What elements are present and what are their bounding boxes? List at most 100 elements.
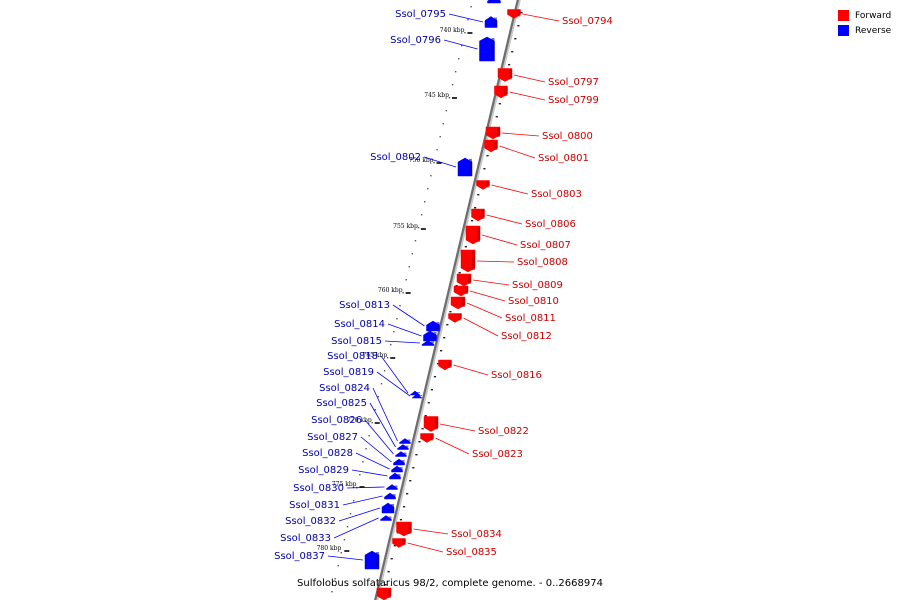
label-leader <box>384 340 421 344</box>
label-leader <box>333 517 379 539</box>
gene-label-ssol-0818[interactable]: Ssol_0818 <box>327 351 378 362</box>
gene-ssol-0794[interactable] <box>507 9 521 19</box>
gene-label-ssol-0819[interactable]: Ssol_0819 <box>323 367 374 378</box>
tick-label: 775 kbp <box>332 481 357 488</box>
gene-ssol-0835[interactable] <box>392 538 406 548</box>
gene-label-ssol-0830[interactable]: Ssol_0830 <box>293 483 344 494</box>
gene-ssol-0815[interactable] <box>421 340 435 346</box>
label-leader <box>338 507 381 522</box>
gene-label-ssol-0800[interactable]: Ssol_0800 <box>542 131 593 142</box>
gene-ssol-0809[interactable] <box>456 273 472 287</box>
tick-label: 765 kbp <box>363 352 388 359</box>
gene-label-ssol-0822[interactable]: Ssol_0822 <box>478 426 529 437</box>
gene-ssol-0825[interactable] <box>397 444 409 450</box>
gene-label-ssol-0832[interactable]: Ssol_0832 <box>285 516 336 527</box>
gene-edge-gene[interactable] <box>376 587 392 600</box>
gene-label-ssol-0823[interactable]: Ssol_0823 <box>472 449 523 460</box>
gene-label-ssol-0807[interactable]: Ssol_0807 <box>520 240 571 251</box>
gene-ssol-0829[interactable] <box>389 472 401 480</box>
label-leader <box>443 39 478 50</box>
gene-label-ssol-0812[interactable]: Ssol_0812 <box>501 331 552 342</box>
gene-label-ssol-0815[interactable]: Ssol_0815 <box>331 336 382 347</box>
gene-ssol-0813[interactable] <box>426 320 440 332</box>
gene-ssol-0819[interactable] <box>411 393 423 399</box>
label-leader <box>423 156 457 168</box>
tick-label: 745 kbp <box>424 92 449 99</box>
gene-label-ssol-0806[interactable]: Ssol_0806 <box>525 219 576 230</box>
gene-ssol-0803[interactable] <box>476 180 490 190</box>
gene-label-ssol-0796[interactable]: Ssol_0796 <box>390 35 441 46</box>
label-leader <box>448 13 484 23</box>
gene-label-ssol-0835[interactable]: Ssol_0835 <box>446 547 497 558</box>
gene-ssol-0801[interactable] <box>484 139 498 153</box>
gene-label-ssol-0829[interactable]: Ssol_0829 <box>298 465 349 476</box>
gene-ssol-0824[interactable] <box>399 438 411 444</box>
label-leader <box>522 13 560 22</box>
label-leader <box>327 555 364 561</box>
gene-label-ssol-0809[interactable]: Ssol_0809 <box>512 280 563 291</box>
gene-label-ssol-0814[interactable]: Ssol_0814 <box>334 319 385 330</box>
gene-ssol-0830[interactable] <box>386 484 398 490</box>
gene-label-ssol-0810[interactable]: Ssol_0810 <box>508 296 559 307</box>
label-leader <box>360 436 392 463</box>
gene-ssol-0828[interactable] <box>391 465 403 473</box>
gene-label-ssol-0828[interactable]: Ssol_0828 <box>302 448 353 459</box>
gene-ssol-0807[interactable] <box>465 225 481 245</box>
gene-ssol-0837[interactable] <box>364 550 380 570</box>
gene-label-ssol-0831[interactable]: Ssol_0831 <box>289 500 340 511</box>
gene-ssol-0827[interactable] <box>393 458 405 466</box>
gene-ssol-0799[interactable] <box>494 85 508 99</box>
tick-label: 755 kbp <box>393 223 418 230</box>
gene-ssol-0797[interactable] <box>497 68 513 82</box>
label-leader <box>369 402 396 448</box>
gene-label-ssol-0802[interactable]: Ssol_0802 <box>370 152 421 163</box>
gene-label-ssol-0837[interactable]: Ssol_0837 <box>274 551 325 562</box>
gene-label-ssol-0826[interactable]: Ssol_0826 <box>311 415 362 426</box>
gene-ssol-0806[interactable] <box>471 208 485 222</box>
forward-label: Forward <box>855 10 892 21</box>
legend: Forward Reverse <box>838 8 891 38</box>
gene-ssol-0811[interactable] <box>450 296 466 310</box>
label-leader <box>387 323 422 337</box>
gene-edge-gene-top[interactable] <box>487 0 501 4</box>
gene-ssol-0818[interactable] <box>409 390 421 396</box>
gene-ssol-0816[interactable] <box>438 359 452 371</box>
gene-ssol-0832[interactable] <box>381 502 395 514</box>
label-leader <box>413 528 449 535</box>
gene-ssol-0812[interactable] <box>448 313 462 323</box>
gene-label-ssol-0795[interactable]: Ssol_0795 <box>395 9 446 20</box>
gene-label-ssol-0801[interactable]: Ssol_0801 <box>538 153 589 164</box>
gene-label-ssol-0827[interactable]: Ssol_0827 <box>307 432 358 443</box>
gene-label-ssol-0825[interactable]: Ssol_0825 <box>316 398 367 409</box>
gene-ssol-0795[interactable] <box>484 16 498 28</box>
label-leader <box>476 260 515 263</box>
gene-label-ssol-0803[interactable]: Ssol_0803 <box>531 189 582 200</box>
reverse-swatch <box>838 25 849 36</box>
label-leader <box>380 355 409 394</box>
gene-label-ssol-0808[interactable]: Ssol_0808 <box>517 257 568 268</box>
gene-label-ssol-0824[interactable]: Ssol_0824 <box>319 383 370 394</box>
gene-ssol-0810[interactable] <box>453 285 469 297</box>
gene-ssol-0814[interactable] <box>423 330 437 342</box>
gene-ssol-0833[interactable] <box>380 515 392 521</box>
gene-label-ssol-0813[interactable]: Ssol_0813 <box>339 300 390 311</box>
label-leader <box>372 387 398 442</box>
gene-label-ssol-0797[interactable]: Ssol_0797 <box>548 77 599 88</box>
gene-label-ssol-0816[interactable]: Ssol_0816 <box>491 370 542 381</box>
gene-label-ssol-0799[interactable]: Ssol_0799 <box>548 95 599 106</box>
gene-ssol-0808[interactable] <box>460 249 476 273</box>
gene-label-ssol-0833[interactable]: Ssol_0833 <box>280 533 331 544</box>
gene-ssol-0796[interactable] <box>479 36 495 62</box>
label-leader <box>342 495 383 506</box>
gene-ssol-0831[interactable] <box>384 492 396 500</box>
gene-label-ssol-0811[interactable]: Ssol_0811 <box>505 313 556 324</box>
gene-label-ssol-0834[interactable]: Ssol_0834 <box>451 529 502 540</box>
gene-label-ssol-0794[interactable]: Ssol_0794 <box>562 16 613 27</box>
gene-ssol-0826[interactable] <box>395 451 407 457</box>
gene-ssol-0802[interactable] <box>457 157 473 177</box>
gene-ssol-0823[interactable] <box>420 433 434 443</box>
gene-ssol-0800[interactable] <box>485 126 501 140</box>
label-leader <box>439 423 476 432</box>
gene-ssol-0822[interactable] <box>423 416 439 432</box>
gene-ssol-0834[interactable] <box>396 521 412 537</box>
